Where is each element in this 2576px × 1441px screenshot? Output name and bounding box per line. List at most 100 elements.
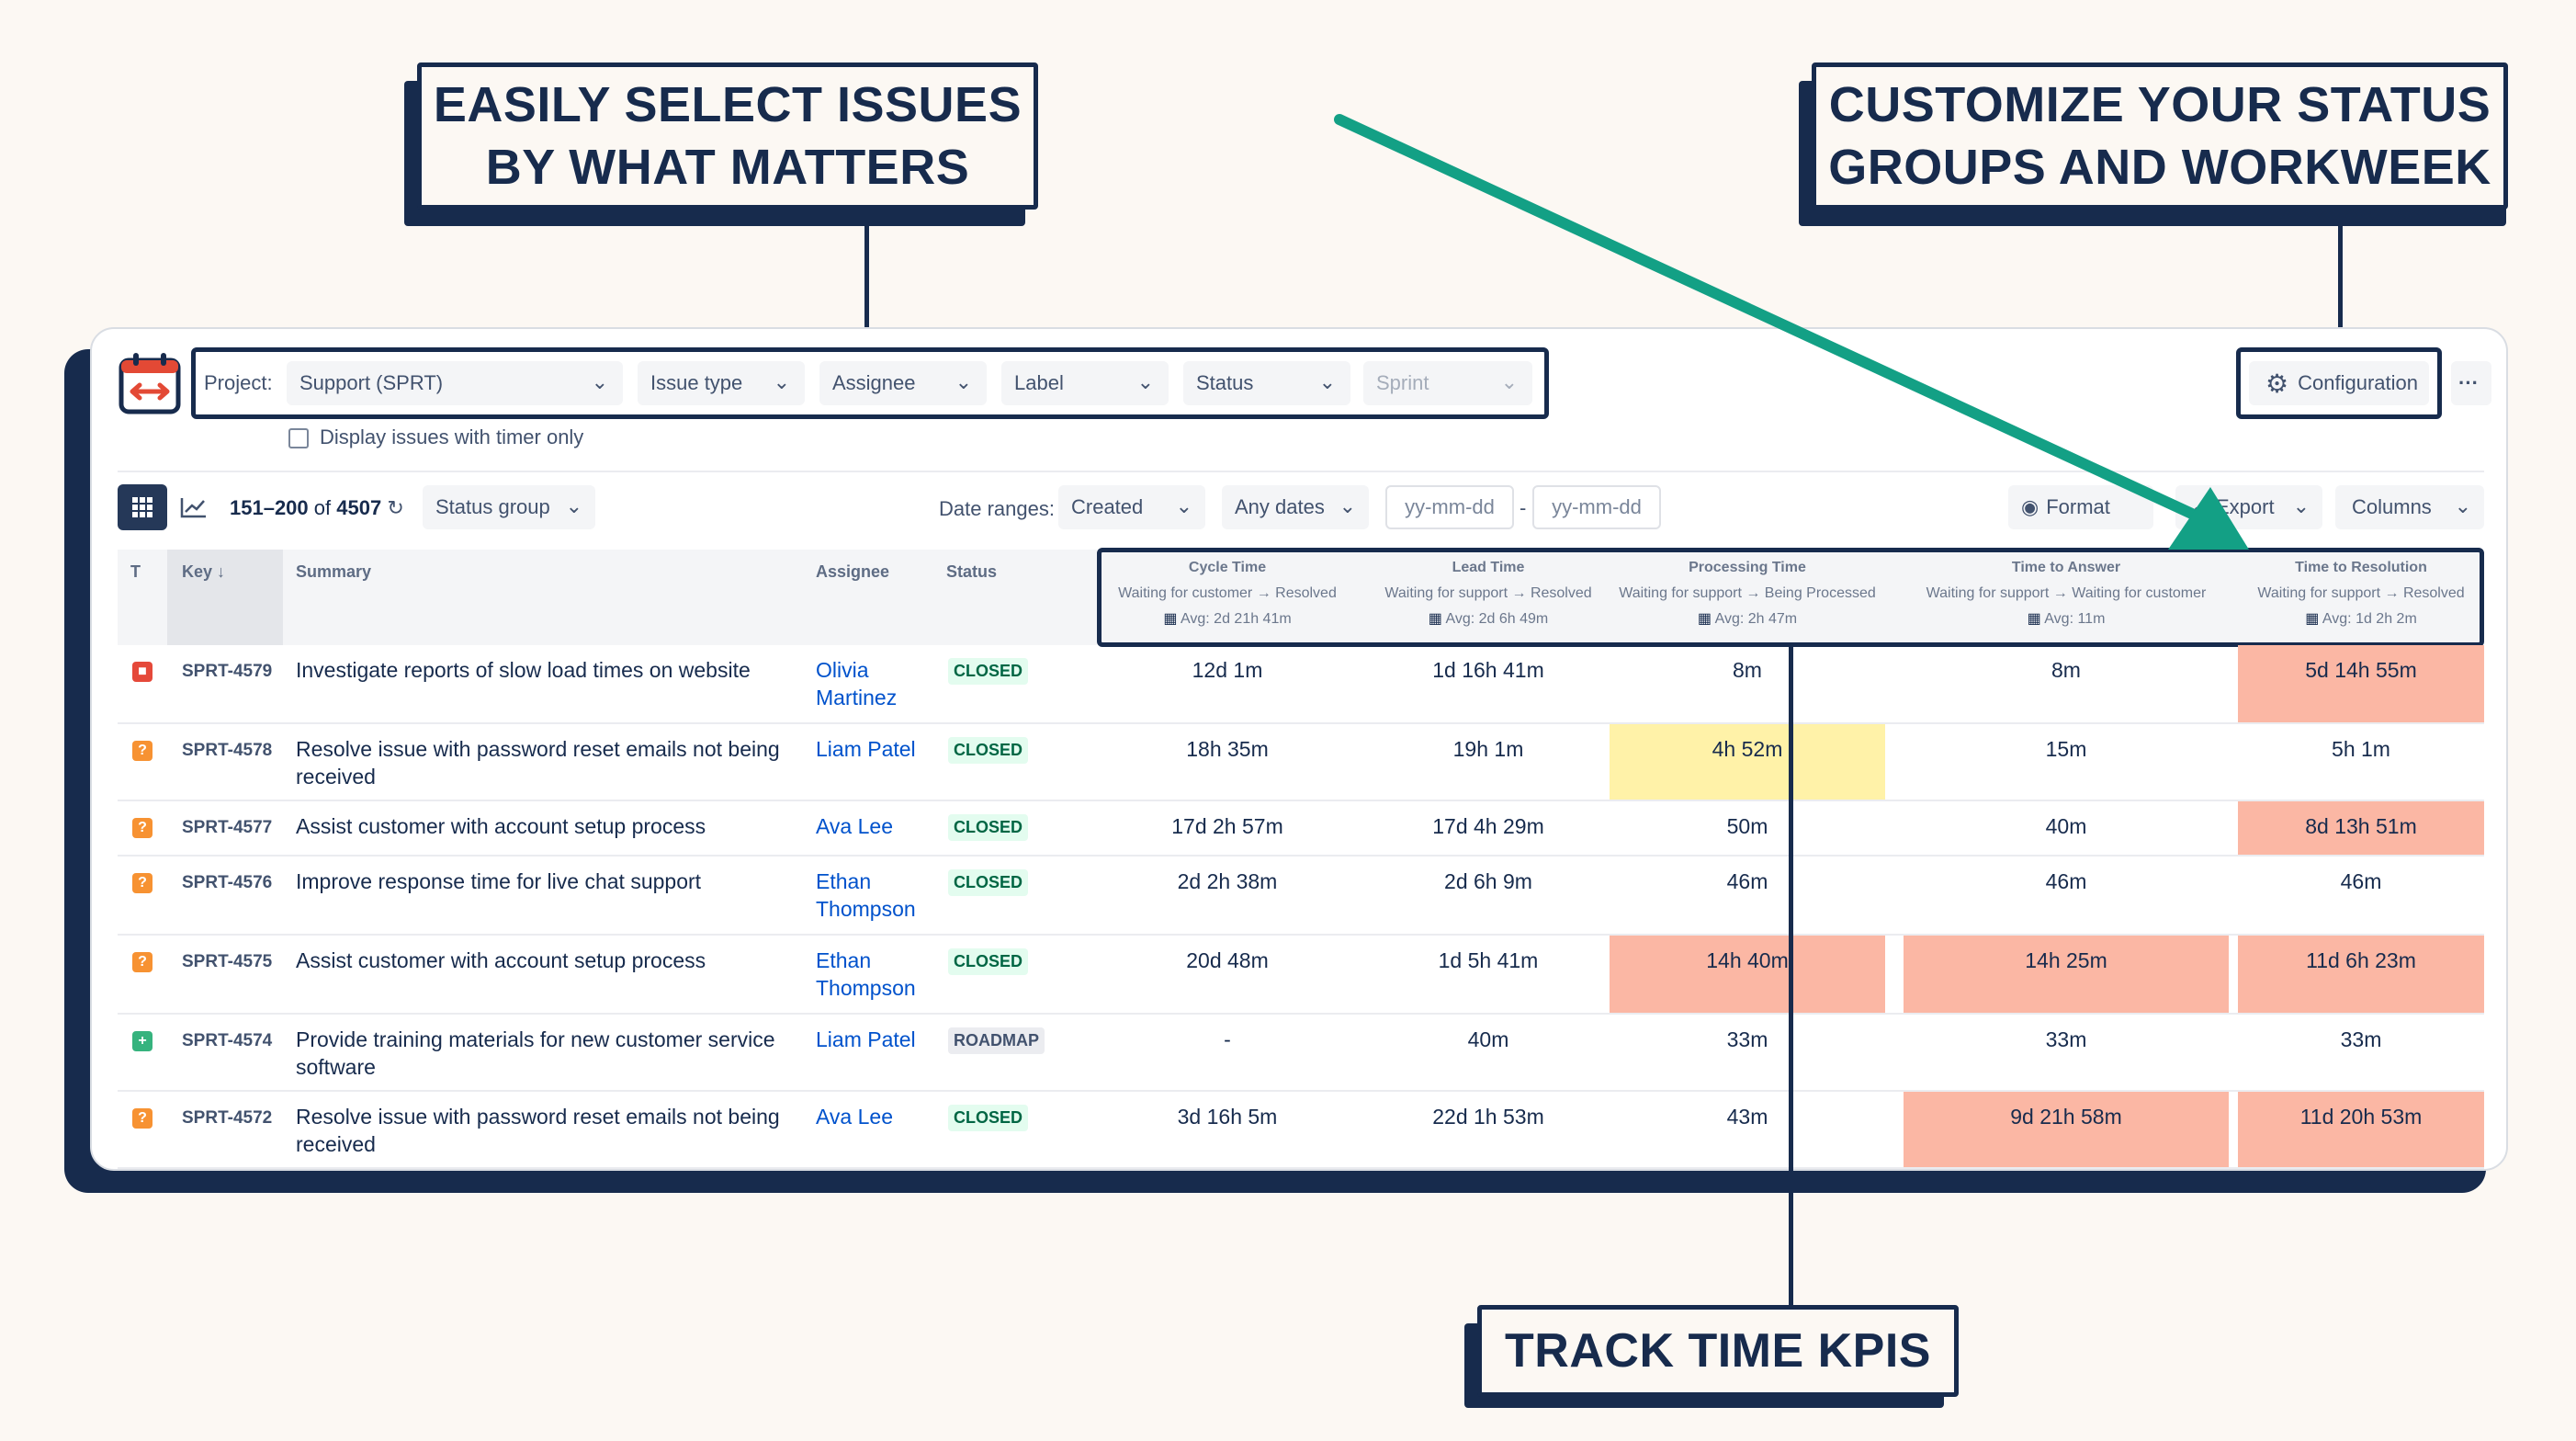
configuration-button[interactable]: ⚙ Configuration bbox=[2249, 361, 2429, 405]
header-status[interactable]: Status bbox=[946, 562, 998, 581]
track-kpis-connector bbox=[1789, 647, 1793, 1309]
chevron-down-icon: ⌄ bbox=[1500, 370, 1518, 393]
any-dates-select[interactable]: Any dates ⌄ bbox=[1222, 485, 1369, 529]
issue-key[interactable]: SPRT-4575 bbox=[182, 952, 273, 971]
assignee-filter[interactable]: Assignee ⌄ bbox=[819, 361, 987, 405]
header-summary[interactable]: Summary bbox=[296, 562, 372, 581]
grid-icon bbox=[132, 497, 153, 517]
issue-summary[interactable]: Assist customer with account setup proce… bbox=[296, 947, 810, 974]
calendar-icon: ▦ bbox=[2305, 611, 2322, 627]
chevron-down-icon: ⌄ bbox=[1175, 494, 1192, 517]
app-logo-icon bbox=[118, 349, 182, 415]
kpi-cell: 2d 2h 38m bbox=[1177, 869, 1278, 893]
chevron-down-icon: ⌄ bbox=[2454, 494, 2471, 517]
label-filter[interactable]: Label ⌄ bbox=[1001, 361, 1169, 405]
kpi-header[interactable]: Cycle Time Waiting for customer → Resolve… bbox=[1102, 555, 1352, 632]
status-filter-label: Status bbox=[1196, 371, 1254, 394]
kpi-range: Waiting for support → Waiting for custom… bbox=[1926, 585, 2207, 601]
status-group-select[interactable]: Status group ⌄ bbox=[423, 485, 595, 529]
more-actions-button[interactable]: ··· bbox=[2451, 361, 2491, 405]
callout-track-line-1: TRACK TIME KPIS bbox=[1505, 1324, 1931, 1378]
refresh-icon[interactable]: ↻ bbox=[387, 496, 404, 519]
kpi-cell: 50m bbox=[1726, 814, 1768, 838]
columns-button[interactable]: Columns ⌄ bbox=[2335, 485, 2484, 529]
issue-summary[interactable]: Investigate reports of slow load times o… bbox=[296, 656, 810, 684]
assignee-name-line: Olivia bbox=[816, 658, 869, 682]
kpi-header[interactable]: Lead Time Waiting for support → Resolved ▦… bbox=[1363, 555, 1613, 632]
format-button[interactable]: ◉ Format bbox=[2008, 485, 2153, 529]
kpi-cell: 40m bbox=[2045, 814, 2087, 838]
kpi-header[interactable]: Processing Time Waiting for support → Bei… bbox=[1610, 555, 1885, 632]
chevron-down-icon: ⌄ bbox=[2292, 494, 2310, 517]
issue-key[interactable]: SPRT-4572 bbox=[182, 1108, 273, 1128]
issue-summary[interactable]: Resolve issue with password reset emails… bbox=[296, 735, 810, 790]
issue-summary[interactable]: Improve response time for live chat supp… bbox=[296, 868, 810, 895]
issue-assignee[interactable]: Ethan Thompson bbox=[816, 947, 916, 1002]
issue-assignee[interactable]: Ava Lee bbox=[816, 1103, 893, 1130]
issue-key[interactable]: SPRT-4574 bbox=[182, 1031, 273, 1050]
issue-type-filter[interactable]: Issue type ⌄ bbox=[638, 361, 805, 405]
timer-only-label: Display issues with timer only bbox=[320, 425, 584, 448]
kpi-cell: - bbox=[1224, 1027, 1231, 1051]
status-badge: CLOSED bbox=[948, 658, 1029, 685]
timer-only-checkbox[interactable] bbox=[288, 428, 309, 448]
chevron-down-icon: ⌄ bbox=[591, 370, 608, 393]
kpi-average: ▦ Avg: 2h 47m bbox=[1610, 607, 1885, 632]
more-icon: ··· bbox=[2458, 371, 2479, 394]
question-type-icon: ? bbox=[132, 741, 153, 761]
issue-assignee[interactable]: Liam Patel bbox=[816, 1026, 916, 1053]
issue-assignee[interactable]: Liam Patel bbox=[816, 735, 916, 763]
toolbar-divider bbox=[118, 471, 2484, 472]
header-key[interactable]: Key ↓ bbox=[182, 562, 226, 581]
issue-key[interactable]: SPRT-4578 bbox=[182, 741, 273, 760]
eye-icon: ◉ bbox=[2021, 495, 2039, 518]
kpi-cell: 33m bbox=[1726, 1027, 1768, 1051]
kpi-average: ▦ Avg: 2d 6h 49m bbox=[1363, 607, 1613, 632]
issue-summary[interactable]: Assist customer with account setup proce… bbox=[296, 812, 810, 840]
kpi-header[interactable]: Time to Resolution Waiting for support → … bbox=[2238, 555, 2484, 632]
chart-icon bbox=[180, 498, 206, 518]
date-from-input[interactable]: yy-mm-dd bbox=[1385, 485, 1514, 529]
pagination-of: of bbox=[313, 496, 332, 519]
header-type: T bbox=[130, 562, 141, 581]
issue-summary[interactable]: Resolve issue with password reset emails… bbox=[296, 1103, 810, 1158]
created-select[interactable]: Created ⌄ bbox=[1058, 485, 1205, 529]
kpi-cell: 11d 6h 23m bbox=[2238, 936, 2484, 1013]
date-ranges-label: Date ranges: bbox=[939, 497, 1055, 520]
status-badge: CLOSED bbox=[948, 737, 1029, 764]
sprint-filter[interactable]: Sprint ⌄ bbox=[1363, 361, 1532, 405]
label-filter-label: Label bbox=[1014, 371, 1064, 394]
issue-summary-line: Improve response time for live chat supp… bbox=[296, 869, 702, 893]
issue-key[interactable]: SPRT-4579 bbox=[182, 662, 273, 681]
chevron-down-icon: ⌄ bbox=[1318, 370, 1336, 393]
issue-assignee[interactable]: Ava Lee bbox=[816, 812, 893, 840]
kpi-cell: 46m bbox=[2045, 869, 2087, 893]
kpi-cell: 33m bbox=[2340, 1027, 2382, 1051]
status-filter[interactable]: Status ⌄ bbox=[1183, 361, 1350, 405]
date-to-input[interactable]: yy-mm-dd bbox=[1532, 485, 1661, 529]
chart-view-button[interactable] bbox=[173, 484, 215, 530]
row-divider bbox=[118, 1167, 2484, 1169]
issue-assignee[interactable]: Ethan Thompson bbox=[816, 868, 916, 923]
kpi-cell: 5d 14h 55m bbox=[2238, 645, 2484, 722]
kpi-average-value: Avg: 2d 21h 41m bbox=[1181, 611, 1292, 627]
configuration-label: Configuration bbox=[2298, 371, 2418, 394]
issue-key[interactable]: SPRT-4576 bbox=[182, 873, 273, 892]
kpi-cell: 5h 1m bbox=[2332, 737, 2390, 761]
project-select[interactable]: Support (SPRT) ⌄ bbox=[287, 361, 623, 405]
kpi-header[interactable]: Time to Answer Waiting for support → Wait… bbox=[1904, 555, 2229, 632]
issue-summary-line: software bbox=[296, 1055, 376, 1079]
issue-summary[interactable]: Provide training materials for new custo… bbox=[296, 1026, 810, 1081]
issue-summary-line: received bbox=[296, 765, 376, 789]
header-assignee[interactable]: Assignee bbox=[816, 562, 890, 581]
kpi-average-value: Avg: 2h 47m bbox=[1714, 611, 1798, 627]
grid-view-button[interactable] bbox=[118, 484, 167, 530]
issue-assignee[interactable]: Olivia Martinez bbox=[816, 656, 897, 711]
issue-summary-line: Assist customer with account setup proce… bbox=[296, 948, 706, 972]
kpi-cell: 11d 20h 53m bbox=[2238, 1092, 2484, 1167]
assignee-name-line: Liam Patel bbox=[816, 737, 916, 761]
chevron-down-icon: ⌄ bbox=[565, 494, 582, 517]
issue-key[interactable]: SPRT-4577 bbox=[182, 818, 273, 837]
kpi-cell: 17d 2h 57m bbox=[1171, 814, 1283, 838]
